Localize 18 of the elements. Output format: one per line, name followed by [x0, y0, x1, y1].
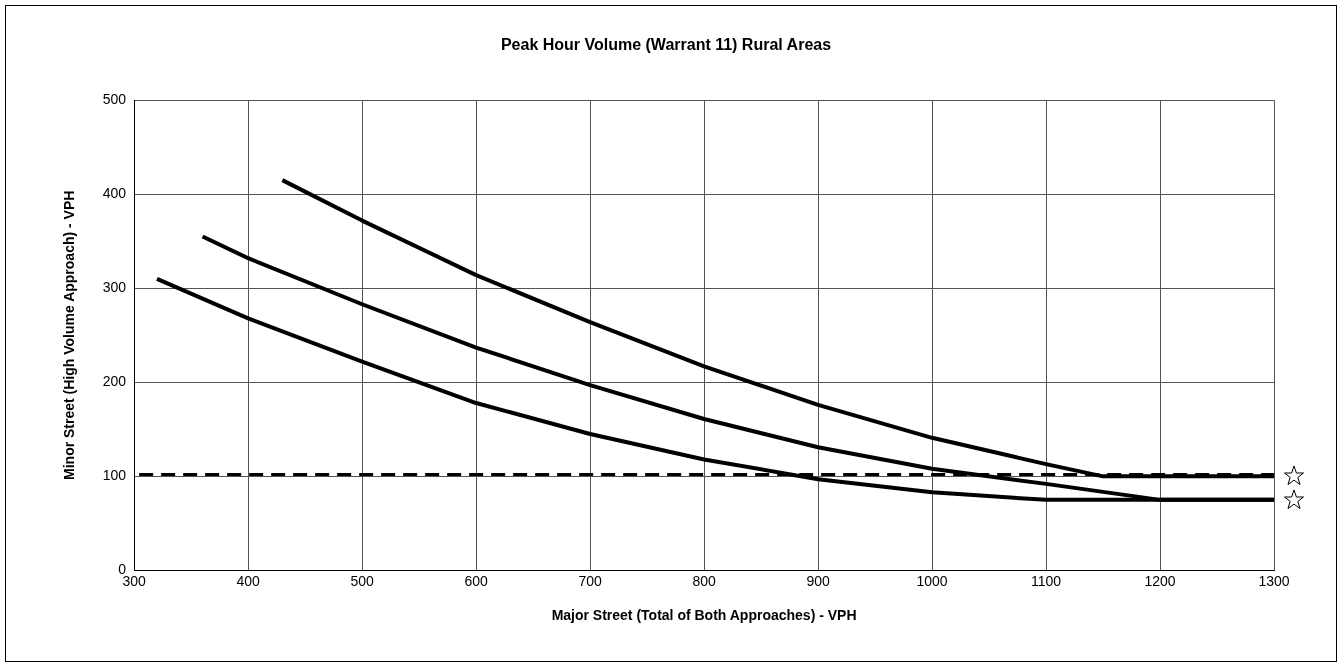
x-tick-label: 700	[578, 572, 602, 589]
x-tick-label: 400	[236, 572, 261, 589]
x-tick-label: 1100	[1030, 572, 1062, 589]
x-tick-label: 500	[350, 572, 375, 589]
chart-title: Peak Hour Volume (Warrant 11) Rural Areas	[500, 36, 832, 54]
x-tick-label: 600	[464, 572, 488, 589]
y-tick-label: 200	[102, 373, 127, 390]
y-tick-label: 100	[102, 467, 127, 484]
y-axis-title: Minor Street (High Volume Approach) - VPH	[61, 190, 78, 480]
x-tick-label: 800	[692, 572, 716, 589]
y-tick-label: 400	[102, 185, 127, 202]
x-tick-label: 900	[806, 572, 830, 589]
x-tick-label: 1300	[1258, 572, 1290, 589]
x-axis-title: Major Street (Total of Both Approaches) - VPH	[551, 607, 857, 624]
y-tick-label: 300	[102, 279, 127, 296]
y-tick-label: 500	[102, 91, 127, 108]
x-tick-label: 1000	[916, 572, 948, 589]
x-tick-label: 1200	[1144, 572, 1176, 589]
